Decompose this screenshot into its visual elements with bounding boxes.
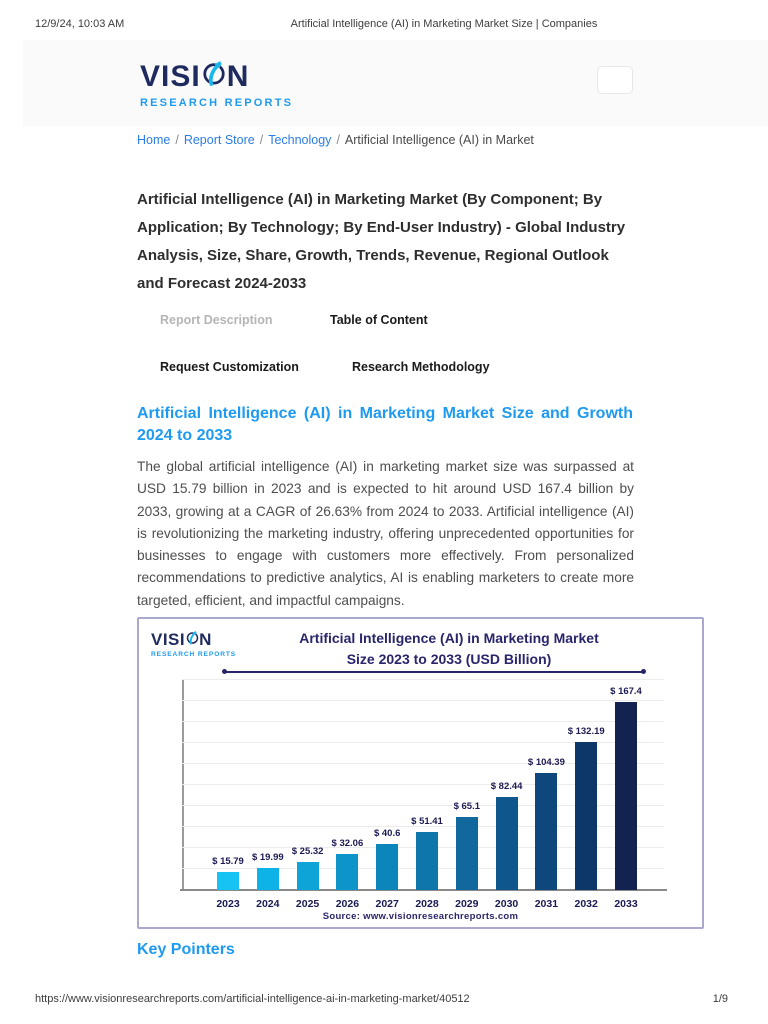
chart-x-label: 2026 bbox=[335, 898, 360, 910]
chart-bar bbox=[416, 832, 438, 890]
chart-bar bbox=[217, 872, 239, 890]
chart-bar-value-label: $ 65.1 bbox=[453, 800, 481, 812]
print-datetime: 12/9/24, 10:03 AM bbox=[35, 18, 125, 30]
chart-logo-subtitle: RESEARCH REPORTS bbox=[151, 651, 237, 658]
logo-text-post: N bbox=[226, 60, 250, 93]
chart-y-axis bbox=[182, 680, 184, 890]
chart-bar-value-label: $ 40.6 bbox=[373, 828, 401, 840]
chart-x-label: 2023 bbox=[216, 898, 240, 910]
chart-bar-value-label: $ 167.4 bbox=[610, 686, 642, 697]
chart-bar bbox=[575, 741, 598, 890]
tab-request-customization[interactable]: Request Customization bbox=[160, 360, 299, 374]
report-title: Artificial Intelligence (AI) in Marketin… bbox=[137, 191, 626, 292]
logo-text-pre: VISI bbox=[140, 60, 201, 93]
chart-bar-value-label: $ 32.06 bbox=[331, 838, 364, 849]
chart-bar bbox=[296, 861, 319, 890]
site-header bbox=[23, 40, 768, 126]
chart-x-label: 2030 bbox=[494, 898, 519, 910]
key-pointers-heading: Key Pointers bbox=[137, 941, 235, 958]
chart-bar-value-label: $ 132.19 bbox=[567, 725, 605, 737]
chart-title-divider bbox=[222, 669, 646, 674]
chart-bar bbox=[495, 797, 518, 890]
chart-x-label: 2024 bbox=[256, 898, 280, 910]
tab-research-methodology[interactable]: Research Methodology bbox=[352, 360, 490, 374]
chart-gridline bbox=[182, 700, 664, 701]
chart-gridline bbox=[182, 679, 664, 680]
chart-bar-value-label: $ 25.32 bbox=[291, 845, 324, 857]
chart-title-line1: Artificial Intelligence (AI) in Marketin… bbox=[299, 630, 599, 646]
logo-subtitle: RESEARCH REPORTS bbox=[140, 97, 294, 109]
breadcrumb-technology[interactable]: Technology bbox=[268, 133, 332, 147]
breadcrumb-current: Artificial Intelligence (AI) in Market bbox=[344, 133, 534, 147]
tab-table-of-content[interactable]: Table of Content bbox=[330, 313, 428, 327]
chart-gridline bbox=[182, 763, 664, 764]
chart-bar bbox=[336, 854, 359, 890]
breadcrumb-home[interactable]: Home bbox=[137, 133, 171, 147]
chart-title: Artificial Intelligence (AI) in Marketin… bbox=[249, 628, 649, 670]
chart-x-label: 2025 bbox=[295, 898, 320, 910]
chart-x-label: 2029 bbox=[455, 898, 479, 910]
chart-gridline bbox=[182, 742, 664, 743]
print-url: https://www.visionresearchreports.com/ar… bbox=[35, 993, 470, 1005]
vision-drop-icon bbox=[201, 60, 227, 94]
chart-gridline bbox=[182, 784, 664, 785]
section-heading: Artificial Intelligence (AI) in Marketin… bbox=[137, 405, 633, 444]
chart-bar bbox=[256, 867, 279, 890]
breadcrumb-separator: / bbox=[259, 133, 264, 147]
chart-bar-value-label: $ 15.79 bbox=[212, 856, 244, 868]
chart-gridline bbox=[182, 805, 664, 806]
chart-x-label: 2031 bbox=[534, 898, 559, 910]
logo-wordmark: VISI N bbox=[140, 60, 293, 94]
chart-bar bbox=[376, 844, 399, 890]
chart-logo-text-post: N bbox=[199, 630, 212, 649]
print-page-title: Artificial Intelligence (AI) in Marketin… bbox=[290, 18, 598, 30]
vision-drop-icon bbox=[185, 630, 199, 649]
chart-logo: VISI N RESEARCH REPORTS bbox=[151, 630, 236, 658]
chart-bar bbox=[535, 772, 558, 890]
chart-title-line2: Size 2023 to 2033 (USD Billion) bbox=[346, 651, 552, 667]
tab-report-description[interactable]: Report Description bbox=[160, 313, 273, 327]
chart-bar-value-label: $ 104.39 bbox=[527, 756, 565, 768]
chart-x-label: 2032 bbox=[574, 898, 598, 910]
site-logo[interactable]: VISI N RESEARCH REPORTS bbox=[140, 60, 293, 109]
chart-x-label: 2027 bbox=[375, 898, 399, 910]
chart-gridline bbox=[182, 721, 664, 722]
chart-bar-value-label: $ 19.99 bbox=[251, 851, 284, 863]
chart-logo-wordmark: VISI N bbox=[151, 630, 236, 649]
chart-x-label: 2033 bbox=[614, 898, 638, 910]
chart-logo-text-pre: VISI bbox=[151, 630, 186, 649]
chart-bar bbox=[615, 702, 637, 890]
market-size-chart: VISI N RESEARCH REPORTS Artificial Intel… bbox=[137, 617, 704, 929]
menu-button[interactable] bbox=[597, 66, 633, 94]
breadcrumb: Home / Report Store / Technology / Artificial … bbox=[137, 133, 534, 147]
chart-x-label: 2028 bbox=[415, 898, 439, 910]
breadcrumb-separator: / bbox=[336, 133, 340, 147]
chart-bar-value-label: $ 51.41 bbox=[411, 816, 443, 828]
section-paragraph: The global artificial intelligence (AI) … bbox=[137, 459, 634, 608]
chart-bar bbox=[455, 816, 478, 890]
print-page-number: 1/9 bbox=[712, 993, 728, 1005]
print-header: 12/9/24, 10:03 AM Artificial Intelligenc… bbox=[0, 18, 768, 30]
chart-plot: $ 15.79 2023 $ 19.99 2024 $ 25.32 2025 $ 32.06… bbox=[180, 679, 667, 910]
chart-x-axis bbox=[180, 889, 667, 891]
chart-source: Source: www.visionresearchreports.com bbox=[322, 911, 519, 922]
chart-gridline bbox=[182, 826, 664, 827]
breadcrumb-separator: / bbox=[175, 133, 179, 147]
breadcrumb-report-store[interactable]: Report Store bbox=[183, 133, 255, 147]
chart-bar-value-label: $ 82.44 bbox=[490, 781, 523, 793]
